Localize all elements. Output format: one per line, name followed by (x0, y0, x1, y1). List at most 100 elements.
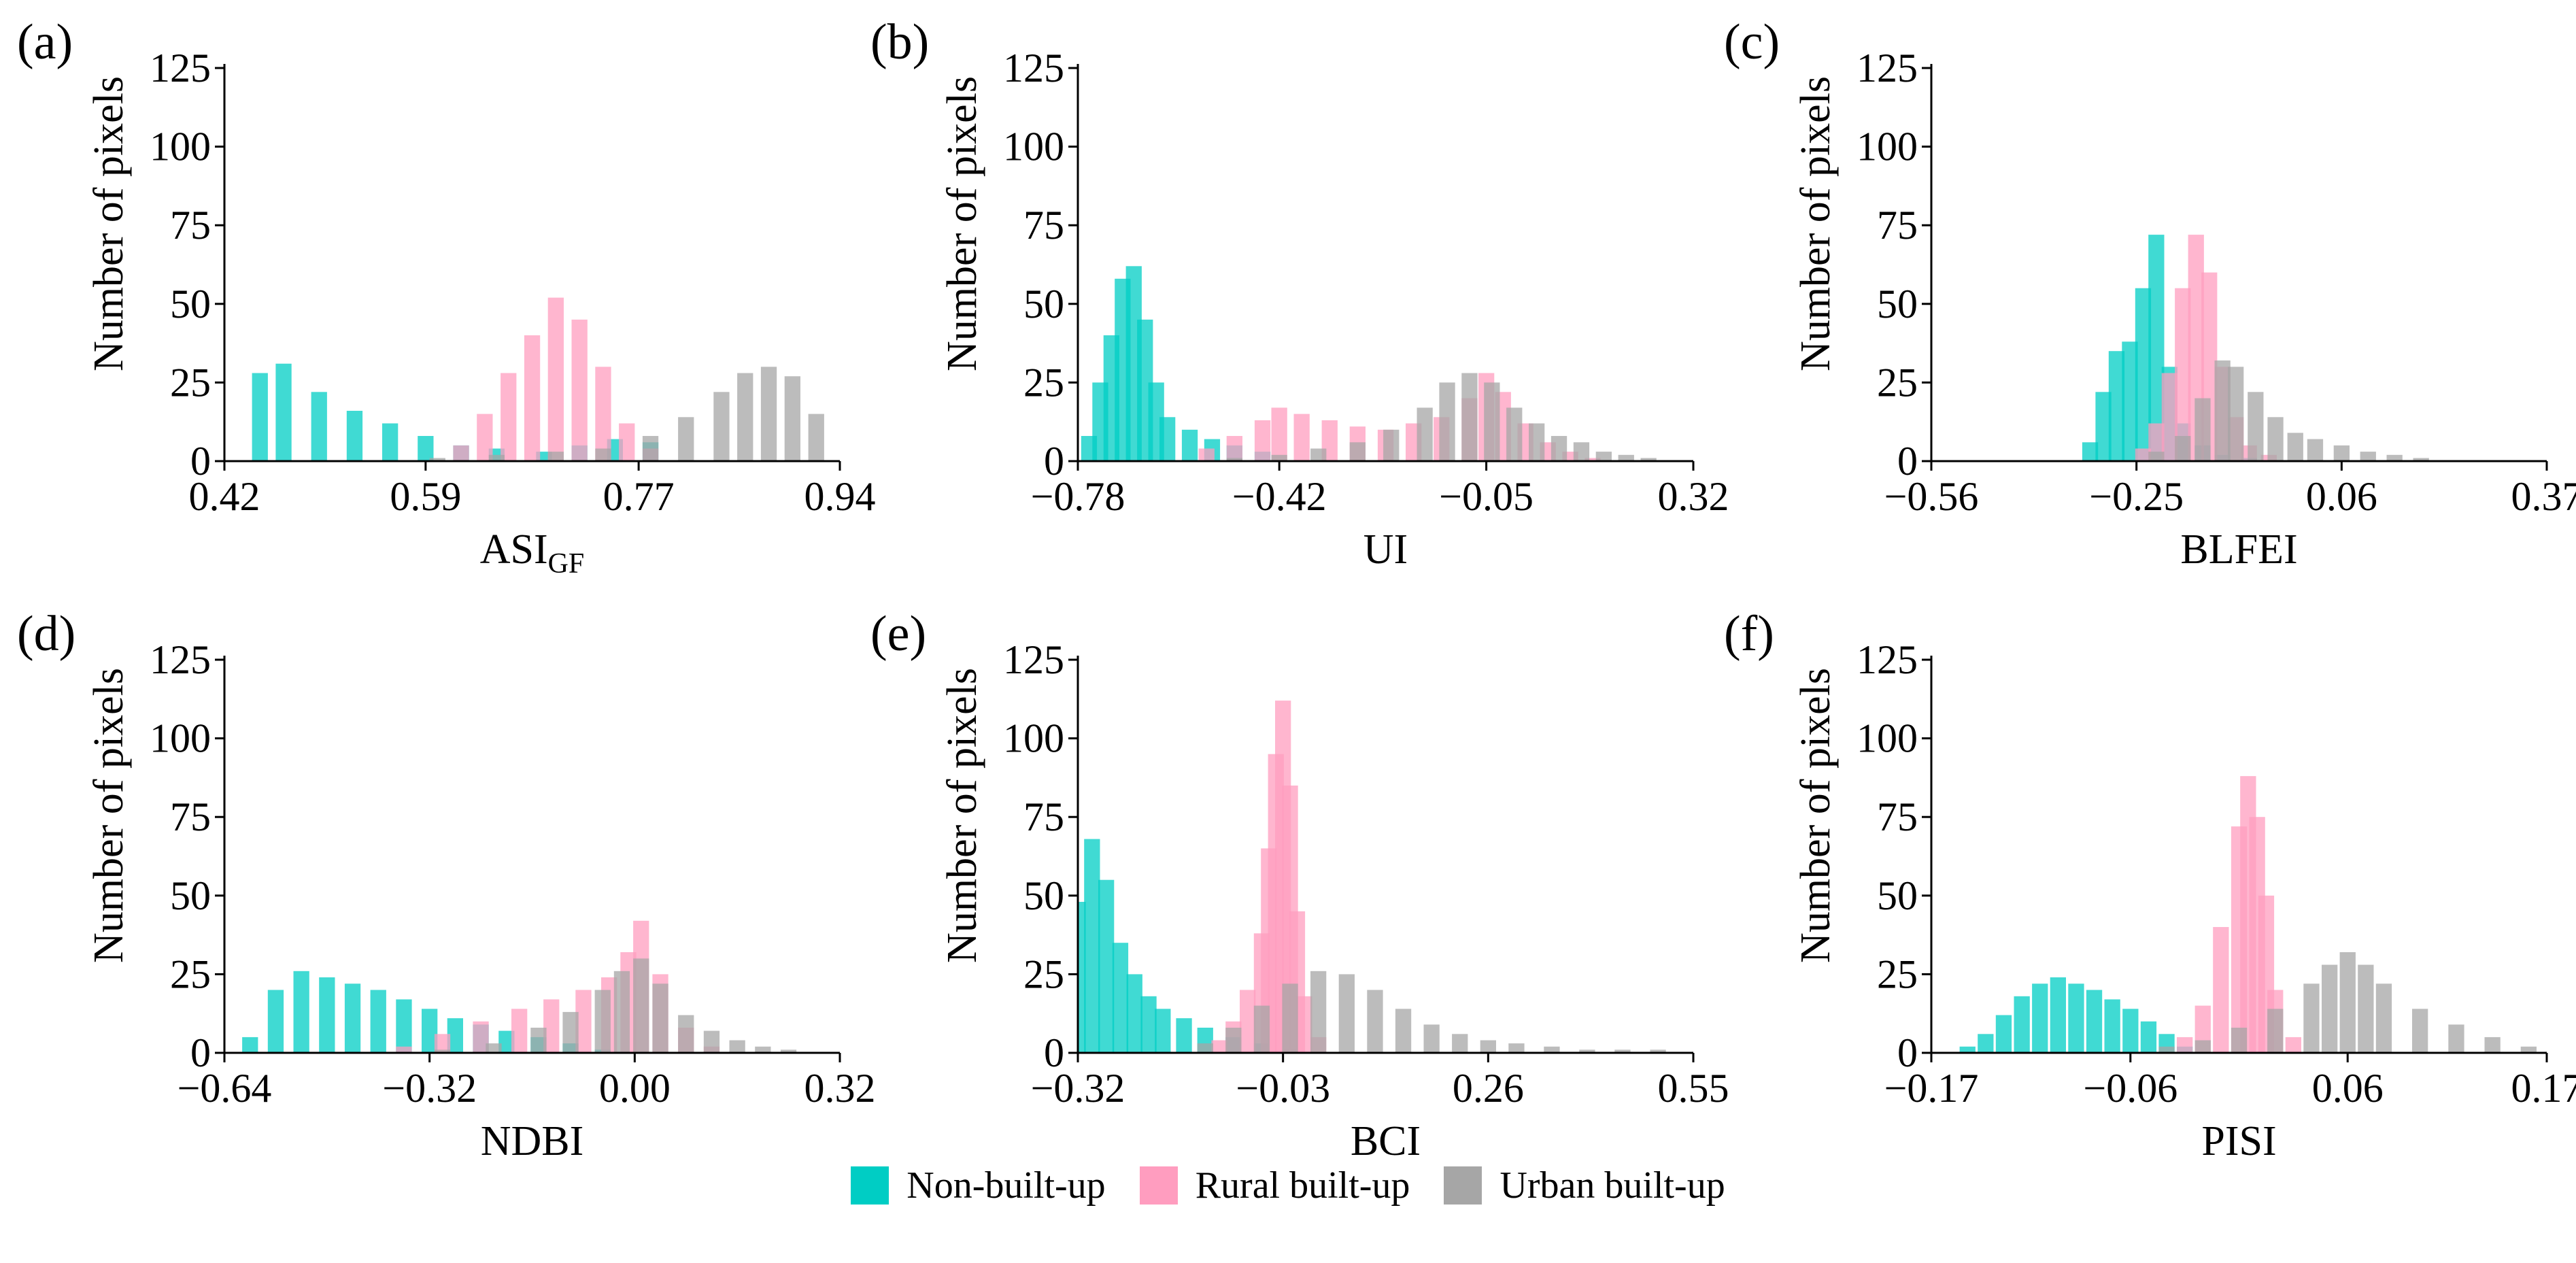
bar-rural-built-up (543, 999, 560, 1053)
y-tick-label: 50 (1877, 873, 1918, 918)
x-tick-label: 0.06 (2306, 474, 2377, 519)
y-axis-title: Number of pixels (939, 668, 985, 963)
series-non-built-up (1081, 266, 1271, 461)
bar-non-built-up (447, 1018, 463, 1053)
bar-urban-built-up (2231, 1028, 2248, 1053)
legend-label-rural-built-up: Rural built-up (1195, 1164, 1410, 1207)
bar-non-built-up (319, 977, 335, 1053)
bar-urban-built-up (547, 452, 564, 461)
bar-urban-built-up (1253, 1005, 1270, 1053)
bar-urban-built-up (1614, 1049, 1631, 1053)
bar-urban-built-up (2158, 1046, 2175, 1053)
panel-f: 0 25 50 75 100 125 −0.17 −0.06 0.06 0.17 (f) Number… (1724, 606, 2576, 1164)
bar-urban-built-up (1480, 1040, 1496, 1053)
bar-urban-built-up (2339, 952, 2356, 1053)
bar-urban-built-up (2333, 445, 2350, 461)
bar-urban-built-up (1226, 458, 1242, 461)
bar-non-built-up (242, 1037, 258, 1053)
x-tick-label: 0.26 (1453, 1066, 1524, 1111)
y-tick-label: 0 (1897, 439, 1918, 484)
x-tick-label: 0.32 (804, 1066, 876, 1111)
bar-non-built-up (1959, 1046, 1976, 1053)
bar-rural-built-up (434, 1034, 451, 1053)
x-axis-title: UI (1363, 526, 1408, 573)
panel-label: (b) (870, 14, 929, 70)
bar-non-built-up (267, 990, 284, 1053)
bar-non-built-up (382, 423, 399, 461)
bar-urban-built-up (2358, 964, 2374, 1053)
bar-rural-built-up (575, 990, 592, 1053)
series-urban-built-up (434, 958, 797, 1053)
bar-urban-built-up (1650, 1049, 1666, 1053)
bar-urban-built-up (1197, 1043, 1213, 1053)
bar-urban-built-up (595, 448, 611, 461)
series-rural-built-up (1211, 701, 1327, 1053)
bar-non-built-up (422, 1009, 438, 1053)
bar-urban-built-up (1640, 458, 1657, 461)
bar-rural-built-up (1240, 990, 1256, 1053)
bar-urban-built-up (633, 958, 649, 1053)
bar-urban-built-up (1529, 423, 1545, 461)
bar-urban-built-up (1452, 1034, 1468, 1053)
x-tick-label: 0.59 (390, 474, 461, 519)
bar-rural-built-up (1271, 407, 1287, 461)
y-tick-label: 75 (1877, 794, 1918, 839)
y-tick-label: 75 (170, 203, 211, 248)
bar-urban-built-up (2413, 458, 2429, 461)
x-tick-label: −0.17 (1884, 1066, 1979, 1111)
bar-non-built-up (2014, 996, 2030, 1053)
bar-urban-built-up (1550, 436, 1567, 461)
panel-label: (d) (17, 606, 75, 662)
bar-non-built-up (370, 990, 386, 1053)
legend-item-urban-built-up: Urban built-up (1444, 1164, 1725, 1207)
series-non-built-up (1959, 977, 2193, 1053)
y-tick-label: 125 (1857, 46, 1918, 90)
bar-non-built-up (2095, 392, 2112, 461)
bar-urban-built-up (613, 971, 630, 1053)
bar-non-built-up (2086, 990, 2103, 1053)
y-tick-label: 25 (170, 952, 211, 996)
bar-rural-built-up (501, 373, 517, 461)
bar-non-built-up (346, 411, 363, 461)
y-tick-label: 25 (1877, 360, 1918, 405)
bar-urban-built-up (755, 1046, 771, 1053)
y-axis-title: Number of pixels (1793, 76, 1839, 371)
panel-label: (f) (1724, 606, 1774, 662)
bar-non-built-up (498, 1030, 515, 1053)
bar-urban-built-up (594, 990, 611, 1053)
bar-urban-built-up (2267, 417, 2284, 461)
bar-non-built-up (2122, 341, 2138, 461)
y-axis-title: Number of pixels (86, 668, 132, 963)
bar-urban-built-up (2194, 398, 2211, 461)
bar-rural-built-up (1226, 436, 1242, 461)
y-tick-label: 75 (1877, 203, 1918, 248)
bar-rural-built-up (2175, 288, 2191, 461)
bar-rural-built-up (619, 423, 635, 461)
y-tick-label: 75 (170, 794, 211, 839)
x-tick-label: −0.78 (1031, 474, 1125, 519)
bar-non-built-up (2104, 999, 2120, 1053)
panel-label: (a) (17, 14, 73, 70)
bar-urban-built-up (2375, 983, 2392, 1053)
bar-urban-built-up (1367, 990, 1383, 1053)
x-tick-label: 0.17 (2511, 1066, 2576, 1111)
bar-urban-built-up (1508, 1043, 1525, 1053)
y-tick-label: 125 (150, 637, 211, 682)
legend-swatch-urban-built-up (1444, 1166, 1482, 1205)
panel-e: 0 25 50 75 100 125 −0.32 −0.03 0.26 0.55 (e) Number… (870, 606, 1729, 1164)
series-urban-built-up (2158, 952, 2537, 1053)
y-tick-label: 75 (1023, 794, 1064, 839)
bar-non-built-up (2108, 351, 2125, 461)
bar-non-built-up (1155, 1009, 1171, 1053)
y-tick-label: 25 (1023, 360, 1064, 405)
bar-urban-built-up (1225, 1028, 1242, 1053)
y-tick-label: 50 (170, 282, 211, 326)
bar-urban-built-up (1461, 373, 1478, 461)
bar-rural-built-up (1584, 458, 1601, 461)
y-tick-label: 125 (150, 46, 211, 90)
bar-urban-built-up (1506, 407, 1523, 461)
bar-rural-built-up (2161, 373, 2177, 461)
y-tick-label: 100 (1003, 716, 1064, 761)
bar-rural-built-up (2213, 927, 2229, 1053)
panel-c: 0 25 50 75 100 125 −0.56 −0.25 0.06 0.37 (c) Number… (1724, 14, 2576, 573)
